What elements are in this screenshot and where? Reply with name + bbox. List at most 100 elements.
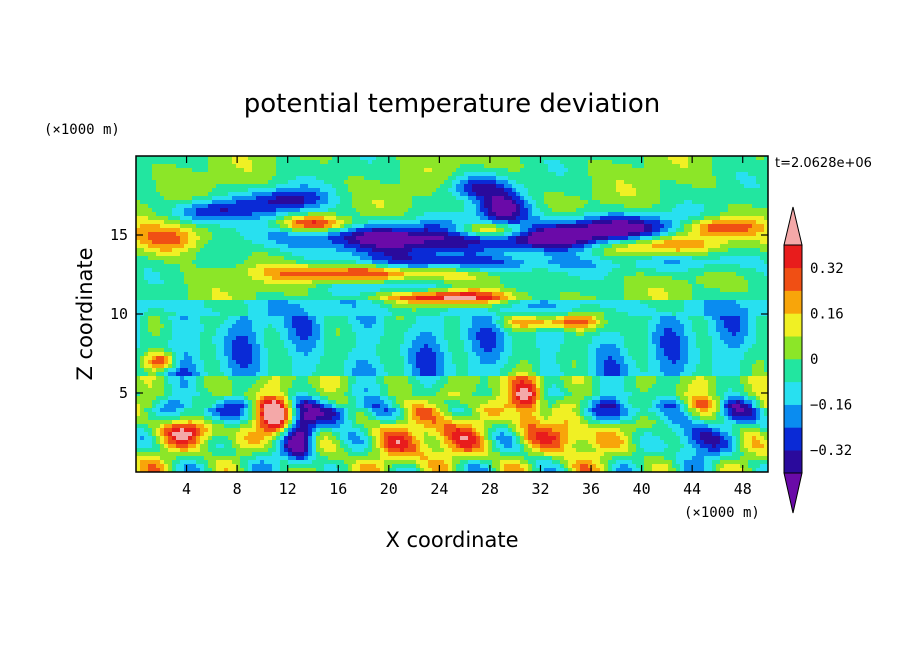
contour-cell — [164, 204, 169, 209]
contour-cell — [644, 196, 649, 201]
contour-cell — [608, 216, 613, 221]
contour-cell — [420, 172, 425, 177]
contour-cell — [484, 260, 489, 265]
contour-cell — [172, 256, 177, 261]
contour-cell — [304, 196, 309, 201]
contour-cell — [628, 244, 633, 249]
contour-cell — [680, 192, 685, 197]
contour-cell — [404, 168, 409, 173]
contour-cell — [724, 240, 729, 245]
contour-cell — [524, 264, 529, 269]
contour-cell — [764, 184, 768, 189]
contour-cell — [316, 252, 321, 257]
contour-cell — [756, 240, 761, 245]
contour-cell — [312, 196, 317, 201]
contour-cell — [724, 248, 729, 253]
contour-cell — [712, 252, 717, 257]
contour-cell — [548, 204, 553, 209]
contour-cell — [404, 192, 409, 197]
contour-cell — [548, 276, 553, 281]
contour-cell — [648, 164, 653, 169]
contour-cell — [544, 164, 549, 169]
contour-cell — [544, 228, 549, 233]
contour-cell — [140, 276, 145, 281]
contour-cell — [248, 256, 253, 261]
contour-cell — [232, 168, 237, 173]
contour-cell — [312, 276, 317, 281]
contour-cell — [496, 160, 501, 165]
contour-cell — [416, 276, 421, 281]
contour-cell — [656, 264, 661, 269]
contour-cell — [760, 248, 765, 253]
contour-cell — [648, 264, 653, 269]
contour-cell — [364, 220, 369, 225]
contour-cell — [612, 260, 617, 265]
contour-cell — [668, 220, 673, 225]
contour-cell — [760, 192, 765, 197]
contour-cell — [176, 248, 181, 253]
contour-cell — [260, 260, 265, 265]
contour-cell — [260, 224, 265, 229]
contour-cell — [736, 180, 741, 185]
contour-cell — [688, 232, 693, 237]
contour-cell — [320, 172, 325, 177]
contour-cell — [216, 252, 221, 257]
contour-cell — [528, 256, 533, 261]
contour-cell — [544, 180, 549, 185]
contour-cell — [152, 180, 157, 185]
contour-cell — [592, 264, 597, 269]
contour-cell — [764, 208, 768, 213]
contour-cell — [500, 260, 505, 265]
contour-cell — [748, 176, 753, 181]
contour-cell — [384, 176, 389, 181]
contour-cell — [556, 192, 561, 197]
contour-cell — [588, 232, 593, 237]
contour-cell — [616, 276, 621, 281]
contour-cell — [712, 232, 717, 237]
contour-cell — [528, 168, 533, 173]
contour-cell — [340, 196, 345, 201]
contour-cell — [756, 224, 761, 229]
contour-cell — [200, 212, 205, 217]
contour-cell — [668, 208, 673, 213]
contour-cell — [732, 212, 737, 217]
contour-cell — [288, 212, 293, 217]
contour-cell — [404, 264, 409, 269]
contour-cell — [760, 232, 765, 237]
contour-cell — [256, 176, 261, 181]
contour-cell — [568, 172, 573, 177]
contour-cell — [428, 240, 433, 245]
contour-cell — [680, 160, 685, 165]
contour-cell — [400, 192, 405, 197]
contour-cell — [672, 220, 677, 225]
contour-cell — [248, 192, 253, 197]
contour-cell — [304, 184, 309, 189]
contour-cell — [644, 168, 649, 173]
contour-cell — [376, 264, 381, 269]
contour-cell — [544, 176, 549, 181]
contour-cell — [636, 164, 641, 169]
contour-cell — [592, 168, 597, 173]
contour-cell — [752, 208, 757, 213]
contour-cell — [748, 196, 753, 201]
contour-cell — [388, 180, 393, 185]
contour-cell — [264, 200, 269, 205]
contour-cell — [516, 168, 521, 173]
contour-cell — [200, 252, 205, 257]
contour-cell — [372, 220, 377, 225]
contour-cell — [564, 172, 569, 177]
contour-cell — [732, 228, 737, 233]
contour-cell — [656, 272, 661, 277]
contour-cell — [672, 244, 677, 249]
contour-cell — [460, 212, 465, 217]
contour-cell — [304, 168, 309, 173]
contour-cell — [340, 276, 345, 281]
contour-cell — [400, 268, 405, 273]
contour-cell — [688, 220, 693, 225]
contour-cell — [420, 256, 425, 261]
contour-cell — [296, 164, 301, 169]
contour-cell — [324, 232, 329, 237]
contour-cell — [400, 260, 405, 265]
contour-cell — [564, 252, 569, 257]
contour-cell — [408, 196, 413, 201]
